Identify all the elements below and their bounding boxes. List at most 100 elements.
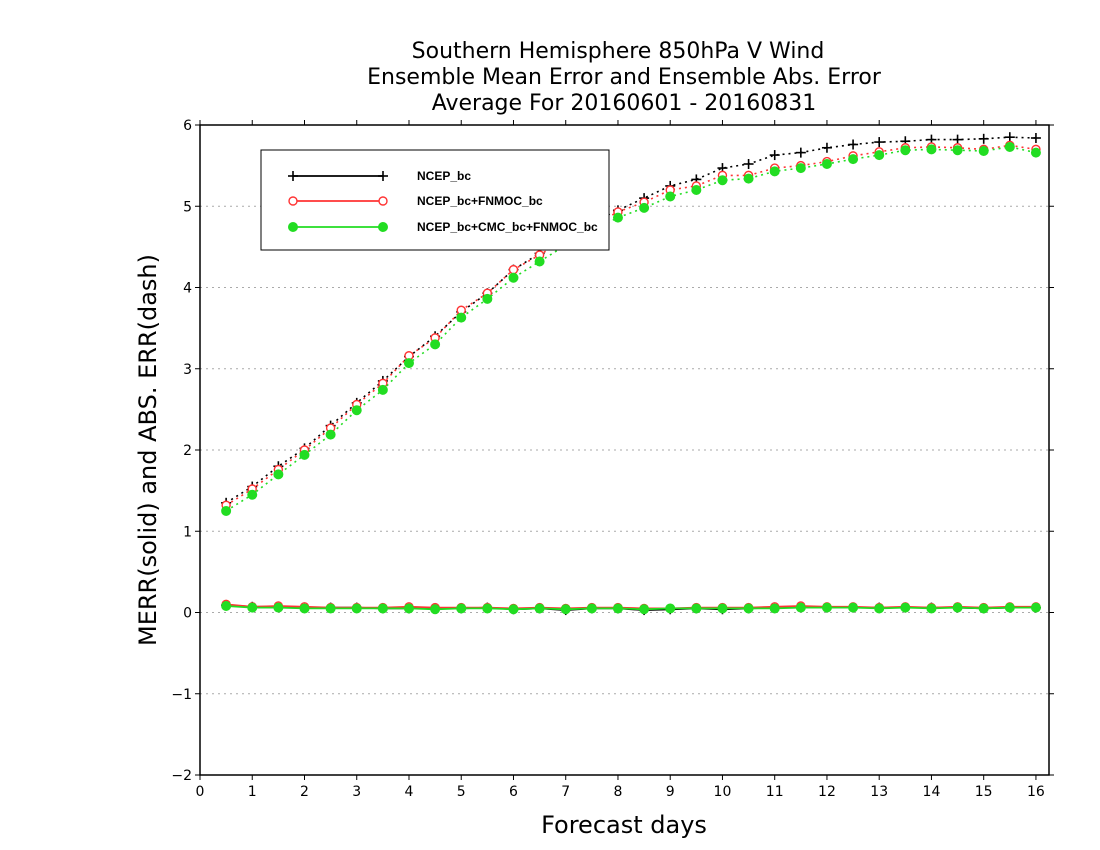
mean-error-point xyxy=(403,603,414,614)
mean-error-point xyxy=(952,602,963,613)
x-tick-label: 6 xyxy=(509,784,518,800)
x-tick-label: 10 xyxy=(714,784,732,800)
y-axis-ticks: −2 −1 0 1 2 3 4 5 6 xyxy=(171,118,1054,784)
abs-error-point xyxy=(639,202,650,213)
abs-error-point xyxy=(299,449,310,460)
mean-error-point xyxy=(743,603,754,614)
legend-marker-left xyxy=(288,171,298,181)
mean-error-point xyxy=(848,602,859,613)
mean-error-point xyxy=(769,603,780,614)
mean-error-point xyxy=(717,603,728,614)
x-tick-label: 4 xyxy=(405,784,414,800)
y-tick-label: 5 xyxy=(183,199,192,215)
abs-error-point xyxy=(926,144,937,155)
legend-label-2: NCEP_bc+CMC_bc+FNMOC_bc xyxy=(417,220,598,234)
mean-error-point xyxy=(560,604,571,615)
x-tick-label: 13 xyxy=(870,784,888,800)
mean-error-point xyxy=(351,603,362,614)
abs-error-point xyxy=(665,191,676,202)
mean-error-point xyxy=(273,602,284,613)
abs-error-point xyxy=(717,175,728,186)
x-axis-title: Forecast days xyxy=(541,811,707,839)
abs-error-line-2 xyxy=(225,146,1037,512)
legend-marker-right xyxy=(378,196,388,206)
legend-marker-right xyxy=(378,171,388,181)
abs-error-point xyxy=(247,489,258,500)
abs-error-point xyxy=(691,185,702,195)
abs-error-point xyxy=(769,166,780,177)
x-axis-ticks: 0 1 2 3 4 5 6 7 8 9 10 11 12 13 14 15 16 xyxy=(196,120,1045,800)
abs-error-point xyxy=(221,505,232,516)
mean-error-point xyxy=(874,603,885,614)
mean-error-point xyxy=(247,602,258,613)
x-tick-label: 11 xyxy=(766,784,784,800)
mean-error-point xyxy=(795,602,806,613)
legend-box xyxy=(260,149,610,251)
mean-error-point xyxy=(377,603,388,614)
chart-title: Southern Hemisphere 850hPa V Wind Ensemb… xyxy=(367,39,882,116)
y-tick-label: 4 xyxy=(183,281,192,297)
abs-error-point xyxy=(952,145,963,156)
x-tick-label: 12 xyxy=(818,784,836,800)
mean-error-point xyxy=(1004,602,1015,613)
abs-error-point xyxy=(821,142,832,153)
legend-marker-right xyxy=(378,222,388,232)
mean-error-point xyxy=(325,603,336,614)
y-tick-label: 2 xyxy=(183,443,192,459)
title-line-3: Average For 20160601 - 20160831 xyxy=(432,91,817,116)
abs-error-point xyxy=(848,139,859,150)
mean-error-point xyxy=(639,604,650,615)
y-tick-label: 6 xyxy=(183,118,192,134)
legend-label-0: NCEP_bc xyxy=(417,169,471,183)
y-tick-label: 3 xyxy=(183,362,192,378)
abs-error-point xyxy=(978,146,989,156)
legend-marker-left xyxy=(288,222,298,232)
x-tick-label: 5 xyxy=(457,784,466,800)
mean-error-point xyxy=(691,603,702,614)
legend: NCEP_bc NCEP_bc+FNMOC_bc NCEP_bc+CMC_bc+FN… xyxy=(260,149,610,251)
mean-error-point xyxy=(299,603,310,614)
legend-marker-left xyxy=(288,196,298,206)
x-tick-label: 15 xyxy=(975,784,993,800)
abs-error-point xyxy=(743,159,754,169)
x-tick-label: 3 xyxy=(352,784,361,800)
x-tick-label: 2 xyxy=(300,784,309,800)
abs-error-point xyxy=(430,339,441,350)
abs-error-point xyxy=(795,163,806,174)
mean-error-point xyxy=(978,603,989,614)
abs-error-point xyxy=(743,173,754,184)
mean-error-point xyxy=(586,603,597,614)
plot-series xyxy=(221,132,1041,616)
mean-error-point xyxy=(1030,602,1041,613)
mean-error-point xyxy=(612,603,623,614)
x-tick-label: 16 xyxy=(1027,784,1045,800)
y-tick-label: −1 xyxy=(171,687,192,703)
abs-error-point xyxy=(874,137,885,148)
abs-error-point xyxy=(456,312,467,323)
title-line-1: Southern Hemisphere 850hPa V Wind xyxy=(412,39,825,64)
abs-error-point xyxy=(273,469,284,480)
abs-error-point xyxy=(795,147,806,158)
x-tick-label: 8 xyxy=(614,784,623,800)
abs-error-point xyxy=(900,145,911,156)
x-tick-label: 7 xyxy=(561,784,570,800)
legend-label-1: NCEP_bc+FNMOC_bc xyxy=(417,194,543,208)
mean-error-point xyxy=(900,602,911,613)
abs-error-point xyxy=(482,293,493,304)
abs-error-point xyxy=(1030,133,1041,143)
mean-error-point xyxy=(665,603,676,614)
mean-error-point xyxy=(430,604,441,615)
title-line-2: Ensemble Mean Error and Ensemble Abs. Er… xyxy=(367,65,882,90)
abs-error-point xyxy=(952,134,963,145)
abs-error-point xyxy=(403,358,414,369)
y-tick-label: 0 xyxy=(183,606,192,622)
y-axis-title: MERR(solid) and ABS. ERR(dash) xyxy=(134,254,162,646)
abs-error-point xyxy=(874,150,885,161)
mean-error-point xyxy=(821,602,832,613)
abs-error-point xyxy=(534,256,545,267)
mean-error-point xyxy=(534,603,545,614)
grid-lines xyxy=(200,205,1049,695)
x-tick-label: 0 xyxy=(196,784,205,800)
abs-error-point xyxy=(821,159,832,169)
